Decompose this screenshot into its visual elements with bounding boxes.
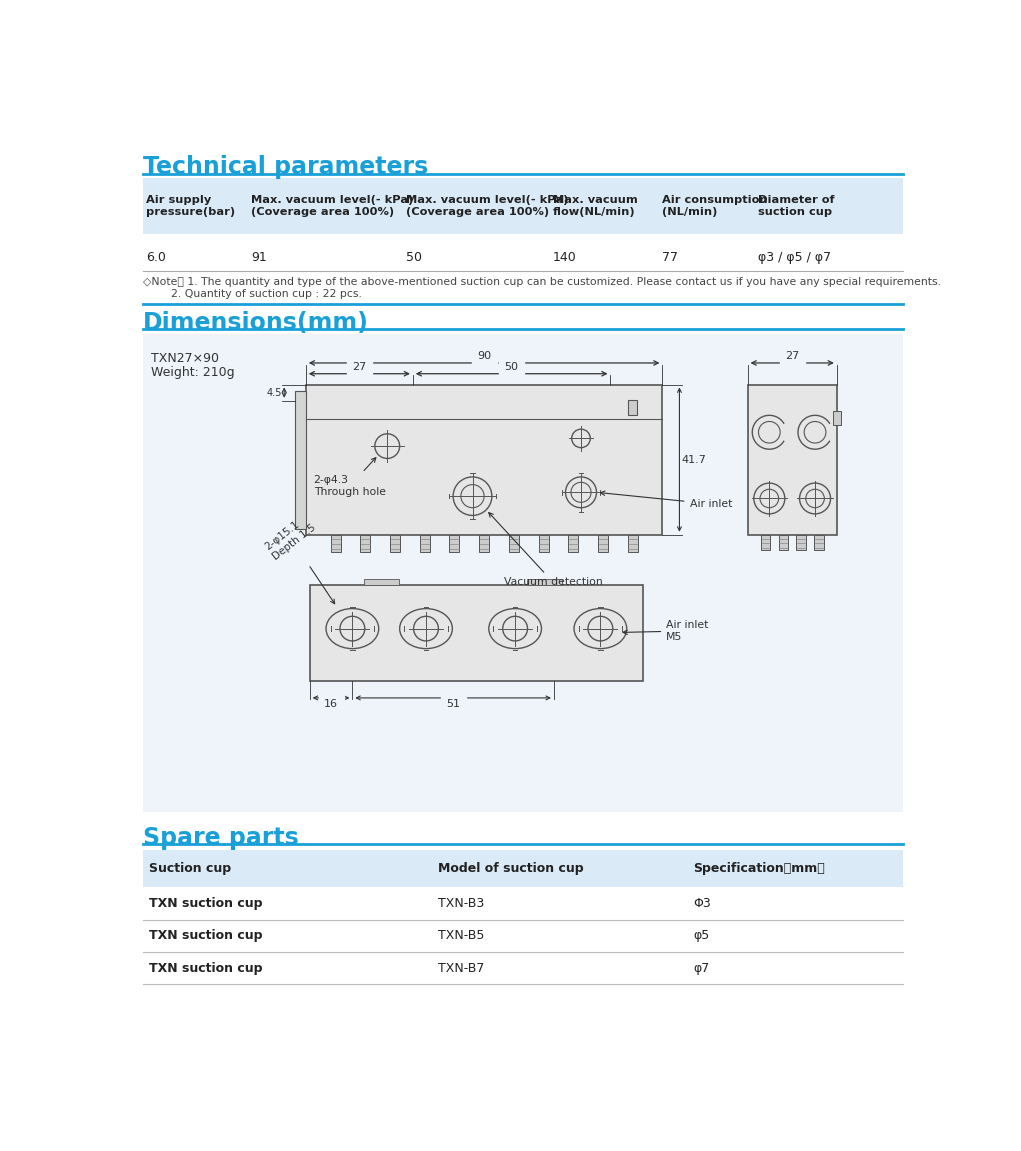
Text: Model of suction cup: Model of suction cup — [438, 862, 583, 876]
Text: 77: 77 — [662, 251, 678, 264]
Bar — [295, 390, 306, 528]
Text: TXN-B7: TXN-B7 — [438, 962, 484, 975]
Text: 50: 50 — [406, 251, 422, 264]
Text: 27: 27 — [352, 363, 367, 372]
Bar — [628, 535, 638, 551]
Text: TXN suction cup: TXN suction cup — [149, 962, 262, 975]
Text: Max. vacuum level(- kPa)
(Coverage area 100%): Max. vacuum level(- kPa) (Coverage area … — [251, 195, 414, 218]
Text: 2-φ15.1
Depth 1.5: 2-φ15.1 Depth 1.5 — [263, 513, 335, 604]
Text: 140: 140 — [553, 251, 577, 264]
Bar — [143, 335, 904, 811]
Text: TXN suction cup: TXN suction cup — [149, 897, 262, 910]
Text: Suction cup: Suction cup — [149, 862, 232, 876]
Text: Diameter of
suction cup: Diameter of suction cup — [759, 195, 835, 218]
Text: 2-φ4.3
Through hole: 2-φ4.3 Through hole — [313, 458, 386, 497]
Bar — [833, 411, 840, 426]
Text: Specification（mm）: Specification（mm） — [693, 862, 825, 876]
Bar — [761, 535, 770, 550]
Bar — [747, 384, 837, 535]
Bar — [364, 579, 399, 585]
Text: 91: 91 — [251, 251, 266, 264]
Text: TXN27×90: TXN27×90 — [151, 352, 218, 365]
Text: φ5: φ5 — [693, 929, 710, 943]
Text: Dimensions(mm): Dimensions(mm) — [143, 311, 369, 335]
Bar — [331, 535, 341, 551]
Bar — [779, 535, 788, 550]
Bar — [628, 399, 637, 416]
Bar — [598, 535, 607, 551]
Bar — [508, 535, 519, 551]
Bar — [449, 535, 459, 551]
Bar — [527, 579, 562, 585]
Text: Air supply
pressure(bar): Air supply pressure(bar) — [146, 195, 236, 218]
Text: 6.0: 6.0 — [146, 251, 166, 264]
Text: φ3 / φ5 / φ7: φ3 / φ5 / φ7 — [759, 251, 831, 264]
Text: φ7: φ7 — [693, 962, 710, 975]
Bar — [306, 384, 663, 535]
Text: 27: 27 — [785, 351, 799, 361]
Bar — [143, 178, 904, 234]
Text: Φ3: Φ3 — [693, 897, 711, 910]
Bar — [538, 535, 548, 551]
Text: Air consumption
(NL/min): Air consumption (NL/min) — [662, 195, 767, 218]
Bar — [360, 535, 371, 551]
Text: 50: 50 — [504, 363, 519, 372]
Text: Technical parameters: Technical parameters — [143, 155, 429, 180]
Text: TXN suction cup: TXN suction cup — [149, 929, 262, 943]
Text: 2. Quantity of suction cup : 22 pcs.: 2. Quantity of suction cup : 22 pcs. — [143, 289, 362, 299]
Bar — [479, 535, 489, 551]
Text: TXN-B3: TXN-B3 — [438, 897, 484, 910]
Text: TXN-B5: TXN-B5 — [438, 929, 484, 943]
Text: Air inlet: Air inlet — [600, 491, 732, 509]
Text: 4.5: 4.5 — [266, 388, 282, 397]
Bar — [309, 585, 643, 681]
Text: Max. vacuum
flow(NL/min): Max. vacuum flow(NL/min) — [553, 195, 638, 218]
Text: Vacuum detection: Vacuum detection — [489, 512, 602, 587]
Text: 16: 16 — [324, 700, 338, 709]
Text: Weight: 210g: Weight: 210g — [151, 366, 235, 379]
Text: Max. vacuum level(- kPa)
(Coverage area 100%): Max. vacuum level(- kPa) (Coverage area … — [406, 195, 569, 218]
Bar — [815, 535, 824, 550]
Text: Spare parts: Spare parts — [143, 825, 299, 849]
Bar — [420, 535, 430, 551]
Text: 51: 51 — [446, 700, 460, 709]
Text: 90: 90 — [477, 351, 491, 361]
Text: 41.7: 41.7 — [682, 455, 707, 465]
Bar — [390, 535, 400, 551]
Bar — [143, 851, 904, 887]
Text: ◇Note： 1. The quantity and type of the above-mentioned suction cup can be custom: ◇Note： 1. The quantity and type of the a… — [143, 276, 941, 287]
Text: Air inlet
M5: Air inlet M5 — [623, 620, 709, 642]
Bar — [569, 535, 578, 551]
Bar — [796, 535, 806, 550]
